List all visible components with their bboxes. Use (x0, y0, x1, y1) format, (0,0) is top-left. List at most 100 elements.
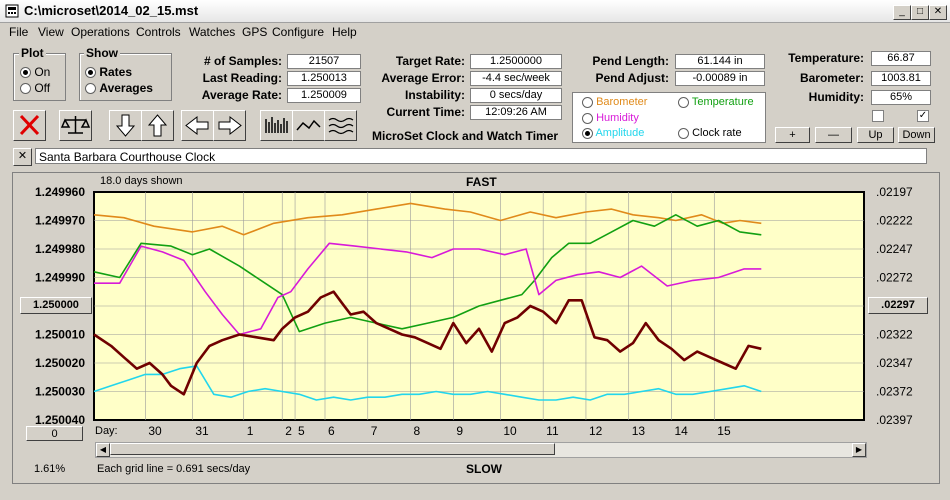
sensor-barometer-label: Barometer (596, 96, 648, 108)
day-label: 2 (285, 424, 292, 438)
option-checkbox-2[interactable]: ✓ (917, 110, 929, 122)
up-button[interactable]: Up (857, 127, 894, 143)
app-icon (5, 4, 19, 18)
right-tick-label: .02272 (876, 271, 913, 285)
menu-file[interactable]: File (9, 25, 29, 39)
menu-gps[interactable]: GPS (242, 25, 268, 39)
bar-chart-button[interactable] (260, 110, 293, 141)
left-tick-label: 1.249990 (35, 271, 85, 285)
right-center-value-button[interactable]: .02297 (868, 297, 928, 314)
day-label: 9 (456, 424, 463, 438)
day-label: 14 (675, 424, 689, 438)
barometer-field: 1003.81 (871, 71, 931, 86)
instability-label: Instability: (404, 88, 465, 102)
sensor-barometer-radio[interactable]: Barometer (582, 96, 647, 108)
plot-off-label: Off (34, 81, 51, 95)
scroll-right-arrow-icon[interactable]: ▶ (852, 443, 866, 457)
clear-watch-button[interactable]: ✕ (13, 148, 32, 166)
down-button[interactable]: Down (898, 127, 935, 143)
radio-icon (85, 67, 96, 79)
grid-note: Each grid line = 0.691 secs/day (97, 463, 251, 475)
samples-label: # of Samples: (203, 54, 282, 68)
radio-icon (582, 112, 593, 124)
left-tick-label: 1.250030 (35, 385, 85, 399)
arrow-right-button[interactable] (213, 110, 246, 141)
plot-on-label: On (34, 65, 51, 79)
left-center-value-button[interactable]: 1.250000 (20, 297, 92, 314)
left-tick-label: 1.249960 (35, 185, 85, 199)
radio-icon (582, 127, 593, 139)
right-tick-label: .02322 (876, 328, 913, 342)
line-chart-icon (296, 119, 321, 131)
plot-off-radio[interactable]: Off (20, 81, 50, 95)
horizontal-scrollbar[interactable]: ◀ ▶ (95, 442, 867, 458)
menu-operations[interactable]: Operations (71, 25, 130, 39)
samples-field: 21507 (287, 54, 361, 69)
day-label: 31 (195, 424, 209, 438)
scroll-left-arrow-icon[interactable]: ◀ (96, 443, 110, 457)
right-tick-label: .02222 (876, 214, 913, 228)
arrow-up-button[interactable] (141, 110, 174, 141)
maximize-button[interactable]: □ (911, 5, 929, 20)
title-bar: C:\microset\2014_02_15.mst _ □ ✕ (0, 0, 950, 23)
right-tick-label: .02372 (876, 385, 913, 399)
sensor-clockrate-radio[interactable]: Clock rate (678, 127, 742, 139)
waves-button[interactable] (324, 110, 357, 141)
menu-configure[interactable]: Configure (272, 25, 325, 39)
left-offset-button[interactable]: 0 (26, 426, 83, 441)
plot-group-title: Plot (19, 46, 46, 60)
chart-bottom-label: SLOW (466, 462, 502, 476)
current-time-label: Current Time: (386, 105, 465, 119)
show-averages-label: Averages (99, 81, 153, 95)
right-tick-label: .02247 (876, 242, 913, 256)
menu-controls[interactable]: Controls (136, 25, 181, 39)
bars-icon (265, 117, 288, 133)
humidity-field: 65% (871, 90, 931, 105)
arrow-down-button[interactable] (109, 110, 142, 141)
sensor-amplitude-label: Amplitude (595, 127, 645, 139)
show-averages-radio[interactable]: Averages (85, 81, 153, 95)
sensor-humidity-radio[interactable]: Humidity (582, 112, 639, 124)
average-rate-label: Average Rate: (201, 88, 282, 102)
balance-button[interactable] (59, 110, 92, 141)
series-amplitude-line (93, 365, 762, 401)
left-tick-label: 1.250020 (35, 356, 85, 370)
day-label: 5 (298, 424, 305, 438)
chart-title: FAST (466, 175, 497, 189)
plot-on-radio[interactable]: On (20, 65, 50, 79)
balance-scale-icon (60, 116, 91, 134)
menu-help[interactable]: Help (332, 25, 357, 39)
watch-name-input[interactable]: Santa Barbara Courthouse Clock (35, 148, 927, 164)
menu-view[interactable]: View (38, 25, 64, 39)
left-tick-label: 1.250040 (35, 413, 85, 427)
day-label: 8 (414, 424, 421, 438)
menu-watches[interactable]: Watches (189, 25, 236, 39)
sensor-amplitude-radio[interactable]: Amplitude (582, 127, 644, 139)
show-rates-radio[interactable]: Rates (85, 65, 132, 79)
plus-button[interactable]: + (775, 127, 810, 143)
day-label: 11 (546, 424, 559, 438)
arrow-right-icon (218, 115, 242, 136)
sensor-clockrate-label: Clock rate (692, 127, 742, 139)
option-checkbox-1[interactable] (872, 110, 884, 122)
window-title: C:\microset\2014_02_15.mst (24, 3, 199, 18)
scroll-thumb[interactable] (110, 443, 555, 455)
red-x-icon (19, 114, 40, 136)
barometer-label: Barometer: (799, 71, 864, 85)
minus-button[interactable]: — (815, 127, 852, 143)
right-tick-label: .02397 (876, 413, 913, 427)
minimize-button[interactable]: _ (893, 5, 911, 20)
day-label: 15 (717, 424, 731, 438)
current-time-field: 12:09:26 AM (470, 105, 562, 120)
sensor-temperature-radio[interactable]: Temperature (678, 96, 754, 108)
close-window-button[interactable]: ✕ (929, 5, 947, 20)
day-axis-label: Day: (95, 425, 118, 437)
radio-icon (20, 83, 31, 95)
arrow-down-icon (115, 114, 136, 137)
last-reading-field: 1.250013 (287, 71, 361, 86)
radio-icon (678, 96, 689, 108)
stop-button[interactable] (13, 110, 46, 141)
left-tick-label: 1.250010 (35, 328, 85, 342)
day-label: 12 (589, 424, 603, 438)
target-rate-label: Target Rate: (395, 54, 465, 68)
